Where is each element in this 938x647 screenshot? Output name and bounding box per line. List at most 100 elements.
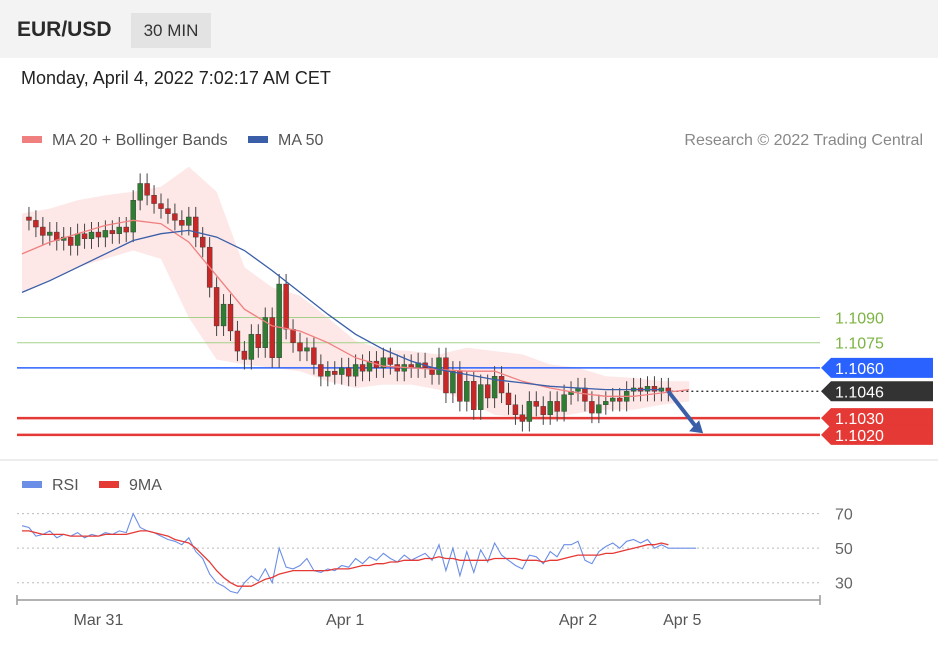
candle-body xyxy=(457,370,463,402)
candle-body xyxy=(241,350,248,360)
candle-body xyxy=(74,233,81,246)
candle-body xyxy=(610,397,616,402)
candle-body xyxy=(67,236,74,246)
rsi-line xyxy=(21,512,697,594)
pivot-label: 1.1060 xyxy=(835,361,884,378)
price-levels xyxy=(17,317,820,437)
candle-body xyxy=(491,376,498,399)
last-price-label: 1.1046 xyxy=(835,384,884,401)
resistance-label: 1.1075 xyxy=(835,336,884,353)
candle-body xyxy=(380,357,387,369)
copyright: Research © 2022 Trading Central xyxy=(684,132,923,149)
ma20-line xyxy=(21,219,690,397)
candle-body xyxy=(471,381,477,410)
moving-averages xyxy=(21,219,690,397)
candle-body xyxy=(179,220,185,226)
rsi-tick-label: 70 xyxy=(835,507,853,524)
candle-body xyxy=(359,364,366,372)
candle-body xyxy=(436,357,442,375)
candle-body xyxy=(186,216,192,226)
candle-body xyxy=(519,414,526,422)
rsi-tick-label: 50 xyxy=(835,541,853,558)
time-axis: Mar 31 Apr 1 Apr 2 Apr 5 xyxy=(16,595,821,629)
candle-body xyxy=(283,283,289,330)
candle-body xyxy=(554,401,560,412)
time-tick-label: Apr 5 xyxy=(663,612,701,629)
rsi-ma-legend-label: 9MA xyxy=(129,477,162,494)
candle-body xyxy=(311,347,317,365)
candle-body xyxy=(130,200,136,233)
candle-body xyxy=(213,287,220,327)
candle-body xyxy=(95,231,102,238)
support-label: 1.1020 xyxy=(835,428,884,445)
symbol-label: EUR/USD xyxy=(17,18,112,41)
rsi-legend-label: RSI xyxy=(52,477,79,494)
candle-body xyxy=(394,364,400,372)
candle-body xyxy=(227,303,234,332)
candle-body xyxy=(109,230,116,234)
candle-body xyxy=(199,236,206,248)
projection-arrowhead xyxy=(689,420,704,434)
candle-body xyxy=(33,220,39,228)
candle-body xyxy=(644,386,651,392)
candle-body xyxy=(269,317,275,358)
candle-body xyxy=(26,216,32,221)
candle-body xyxy=(325,370,331,377)
candle-body xyxy=(123,226,129,233)
candle-body xyxy=(144,183,150,196)
candle-body xyxy=(589,401,595,414)
candle-body xyxy=(387,357,394,365)
candle-body xyxy=(339,367,345,375)
candle-body xyxy=(498,376,505,394)
candle-body xyxy=(345,367,352,377)
ma20-legend-swatch xyxy=(22,136,42,143)
support-tag xyxy=(821,424,933,445)
candle-body xyxy=(88,231,95,239)
candle-body xyxy=(234,330,241,352)
candle-body xyxy=(484,384,491,399)
resistance-label: 1.1090 xyxy=(835,311,884,328)
candle-body xyxy=(651,386,658,392)
last-price-tag xyxy=(821,381,933,402)
candle-body xyxy=(533,401,539,407)
support-label: 1.1030 xyxy=(835,411,884,428)
candle-body xyxy=(290,329,296,343)
ma50-legend-swatch xyxy=(248,136,268,143)
candle-body xyxy=(262,317,268,348)
ma50-legend-label: MA 50 xyxy=(278,132,323,149)
candle-body xyxy=(81,233,88,239)
candle-body xyxy=(561,394,567,412)
candle-body xyxy=(603,401,609,405)
support-tag xyxy=(821,408,933,429)
candle-body xyxy=(512,404,519,415)
candle-body xyxy=(596,404,602,414)
candle-body xyxy=(526,401,533,422)
candle-body xyxy=(255,334,262,348)
candle-body xyxy=(193,216,199,238)
candle-body xyxy=(352,364,359,377)
timeframe-badge[interactable]: 30 MIN xyxy=(131,13,211,48)
rsi-tick-label: 30 xyxy=(835,576,853,593)
candle-body xyxy=(617,397,623,402)
candle-body xyxy=(248,334,255,360)
rsi-legend-swatch xyxy=(22,481,42,488)
candles xyxy=(26,173,672,432)
candle-body xyxy=(276,283,282,358)
time-tick-label: Apr 2 xyxy=(559,612,597,629)
candle-body xyxy=(137,183,143,201)
rsi-ma-legend-swatch xyxy=(99,481,119,488)
time-tick-label: Mar 31 xyxy=(74,612,124,629)
candle-body xyxy=(172,213,178,221)
candle-body xyxy=(505,392,512,405)
ma20-legend-label: MA 20 + Bollinger Bands xyxy=(52,132,228,149)
candle-body xyxy=(116,226,123,234)
candle-body xyxy=(158,203,164,209)
candle-body xyxy=(464,381,470,402)
candle-body xyxy=(151,194,157,204)
timestamp: Monday, April 4, 2022 7:02:17 AM CET xyxy=(21,68,331,88)
candle-body xyxy=(165,208,171,214)
projection-arrow xyxy=(666,390,699,430)
candle-body xyxy=(318,364,324,377)
